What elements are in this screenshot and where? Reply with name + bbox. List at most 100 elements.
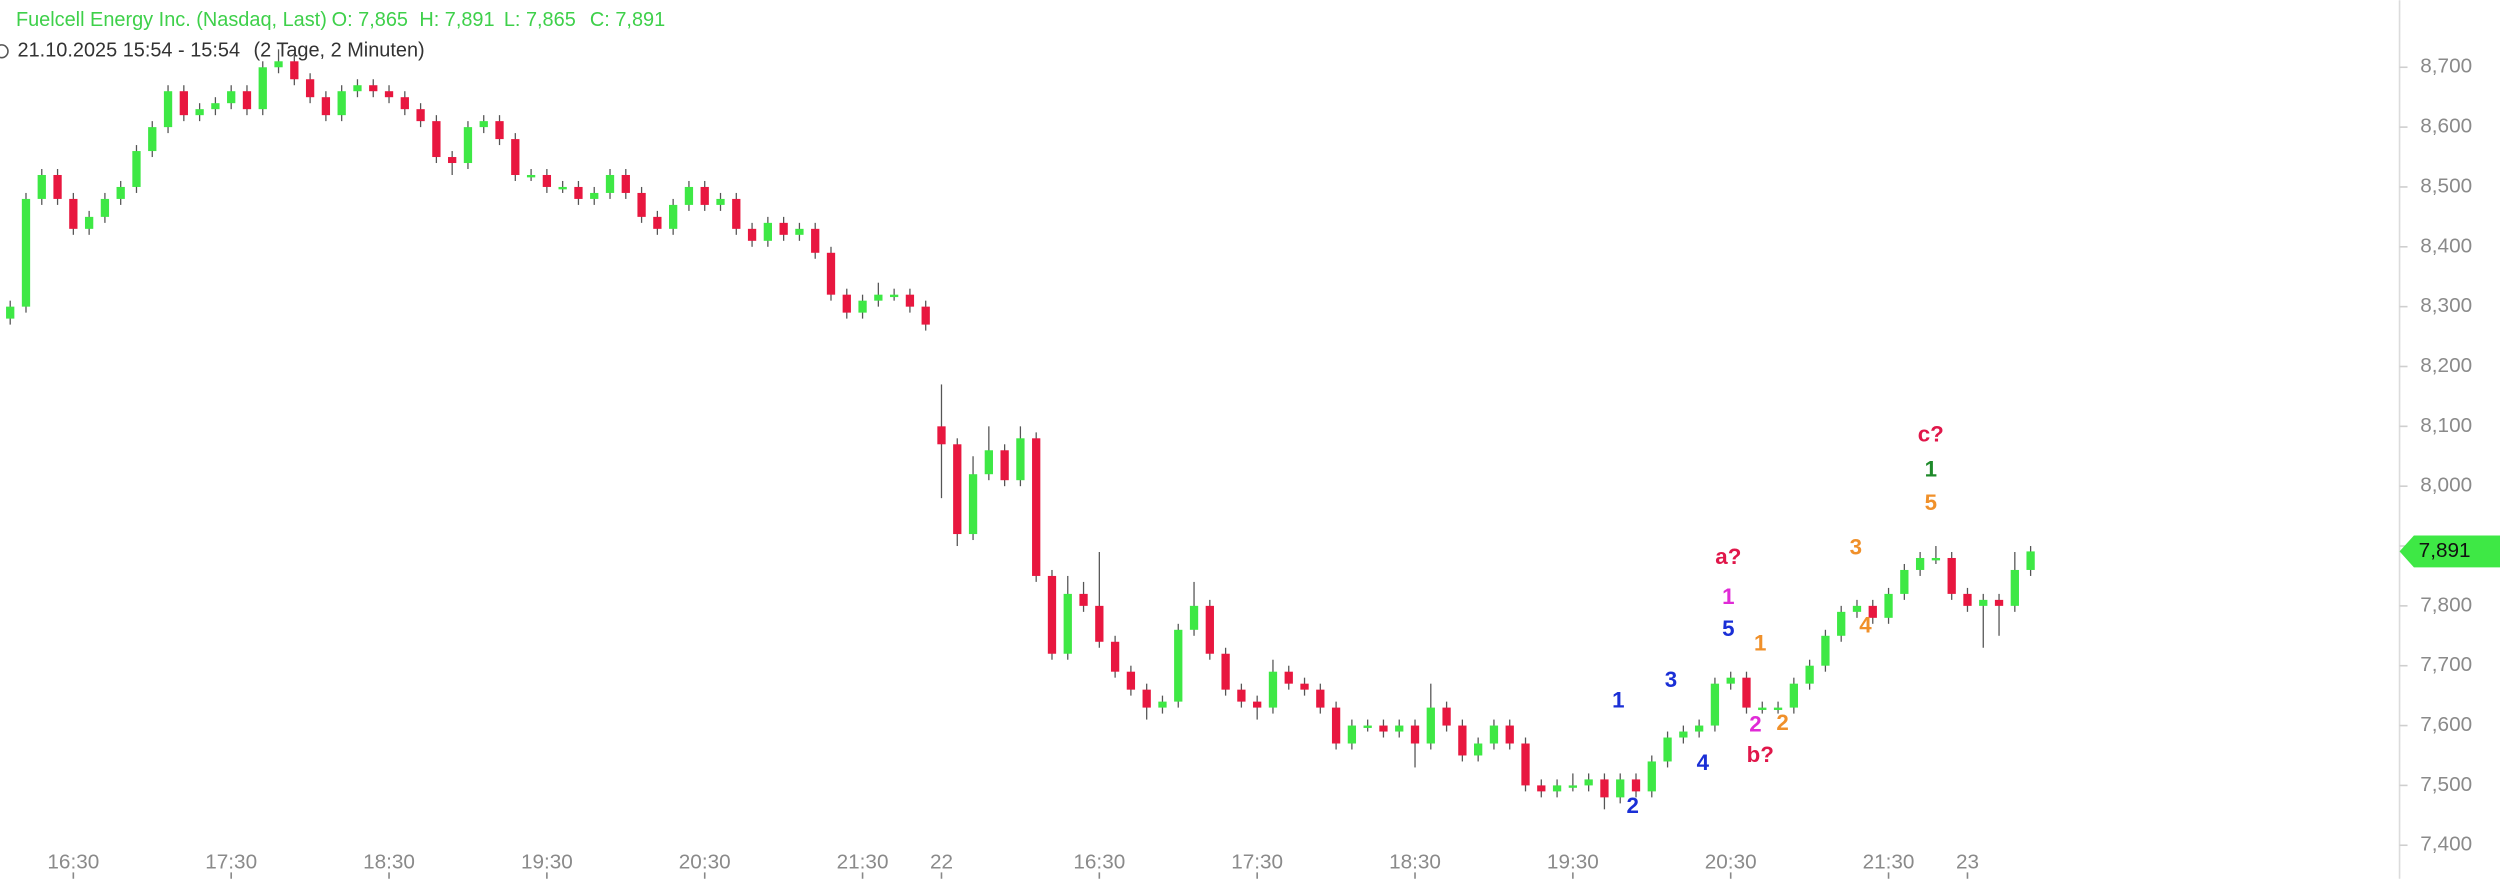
candle-body bbox=[2010, 569, 2019, 606]
y-tick-label: 8,300 bbox=[2420, 294, 2472, 317]
candle-body bbox=[905, 294, 915, 307]
y-tick-label: 8,100 bbox=[2420, 414, 2472, 437]
candle-body bbox=[1789, 683, 1798, 708]
candle-body bbox=[921, 306, 930, 325]
y-tick-label: 8,000 bbox=[2420, 474, 2472, 497]
candle-body bbox=[305, 79, 315, 98]
candle-body bbox=[369, 85, 378, 92]
y-tick-label: 7,700 bbox=[2420, 653, 2472, 676]
candle-body bbox=[353, 85, 362, 92]
candle-body bbox=[1126, 671, 1136, 690]
x-tick-label: 23 bbox=[1956, 850, 1979, 873]
candle-body bbox=[1805, 665, 1814, 684]
y-tick-label: 7,600 bbox=[2420, 713, 2472, 736]
y-tick-label: 8,600 bbox=[2420, 115, 2472, 138]
header-period: (2 Tage, 2 Minuten) bbox=[254, 40, 425, 62]
candle-body bbox=[716, 198, 725, 205]
candle-body bbox=[1821, 635, 1830, 666]
candle-body bbox=[858, 300, 867, 313]
candle-body bbox=[732, 198, 741, 229]
wave-label: 1 bbox=[1754, 630, 1766, 655]
x-tick-label: 18:30 bbox=[1389, 850, 1441, 873]
wave-label: 5 bbox=[1925, 490, 1937, 515]
candle-body bbox=[495, 121, 504, 140]
candle-body bbox=[1174, 629, 1183, 702]
candle-body bbox=[69, 198, 78, 229]
candle-body bbox=[148, 127, 157, 152]
y-tick-label: 7,500 bbox=[2420, 773, 2472, 796]
candle-body bbox=[1489, 725, 1499, 744]
y-tick-label: 8,700 bbox=[2420, 55, 2472, 78]
wave-label: 1 bbox=[1722, 584, 1734, 609]
wave-label: 4 bbox=[1697, 750, 1710, 775]
candle-body bbox=[1726, 677, 1735, 684]
wave-label: 4 bbox=[1859, 613, 1872, 638]
candle-body bbox=[1458, 725, 1467, 756]
candle-body bbox=[684, 186, 694, 205]
candle-body bbox=[1000, 450, 1009, 481]
candle-body bbox=[1868, 605, 1877, 618]
candle-body bbox=[1316, 689, 1325, 708]
x-tick-label: 16:30 bbox=[1073, 850, 1125, 873]
candle-body bbox=[1694, 725, 1704, 732]
candle-body bbox=[290, 61, 299, 80]
candle-body bbox=[1552, 785, 1562, 792]
x-tick-label: 21:30 bbox=[1863, 850, 1915, 873]
candle-body bbox=[242, 91, 252, 110]
candle-body bbox=[1189, 605, 1199, 630]
candle-body bbox=[1758, 707, 1767, 710]
candle-body bbox=[337, 91, 346, 116]
candle-body bbox=[542, 174, 552, 187]
x-tick-label: 22 bbox=[930, 850, 953, 873]
candle-body bbox=[1016, 438, 1025, 481]
candle-body bbox=[1900, 569, 1909, 594]
candle-body bbox=[1110, 641, 1120, 672]
candle-body bbox=[37, 174, 46, 199]
candle-body bbox=[1426, 707, 1435, 744]
candle-body bbox=[1379, 725, 1388, 732]
wave-label: 3 bbox=[1850, 535, 1862, 560]
candle-body bbox=[763, 222, 773, 241]
candle-body bbox=[1521, 743, 1530, 786]
candle-body bbox=[984, 450, 993, 475]
x-tick-label: 18:30 bbox=[363, 850, 415, 873]
candle-body bbox=[258, 67, 267, 110]
chart-title: Fuelcell Energy Inc. (Nasdaq, Last) bbox=[16, 9, 327, 31]
candle-body bbox=[1679, 731, 1688, 738]
candle-body bbox=[53, 174, 62, 199]
candle-body bbox=[1363, 725, 1372, 728]
wave-label: 2 bbox=[1749, 712, 1761, 737]
candle-body bbox=[968, 474, 978, 535]
candle-body bbox=[826, 252, 836, 295]
candle-body bbox=[1584, 779, 1593, 786]
candle-body bbox=[274, 61, 283, 68]
candle-body bbox=[1410, 725, 1420, 744]
candle-body bbox=[1994, 599, 2004, 606]
candle-body bbox=[1158, 701, 1167, 708]
y-tick-label: 7,400 bbox=[2420, 833, 2472, 856]
wave-label: 1 bbox=[1612, 688, 1624, 713]
candle-body bbox=[637, 192, 646, 217]
candle-body bbox=[463, 127, 473, 164]
candle-body bbox=[1647, 761, 1656, 792]
candle-body bbox=[1395, 725, 1404, 732]
header-high: H: 7,891 bbox=[419, 9, 494, 31]
candle-body bbox=[479, 121, 488, 128]
candle-body bbox=[1600, 779, 1609, 798]
candle-body bbox=[448, 157, 457, 164]
candle-body bbox=[1221, 653, 1230, 690]
clock-icon bbox=[0, 44, 9, 59]
wave-label: 3 bbox=[1665, 667, 1677, 692]
candle-body bbox=[1237, 689, 1246, 702]
x-tick-label: 16:30 bbox=[47, 850, 99, 873]
candle-body bbox=[116, 186, 125, 199]
candle-body bbox=[1474, 743, 1483, 756]
candle-body bbox=[1142, 689, 1151, 708]
candle-body bbox=[842, 294, 851, 313]
x-tick-label: 17:30 bbox=[205, 850, 257, 873]
y-tick-label: 7,800 bbox=[2420, 593, 2472, 616]
candle-body bbox=[1063, 593, 1072, 654]
candle-body bbox=[937, 426, 946, 445]
candle-body bbox=[1631, 779, 1641, 792]
header-low: L: 7,865 bbox=[504, 9, 576, 31]
